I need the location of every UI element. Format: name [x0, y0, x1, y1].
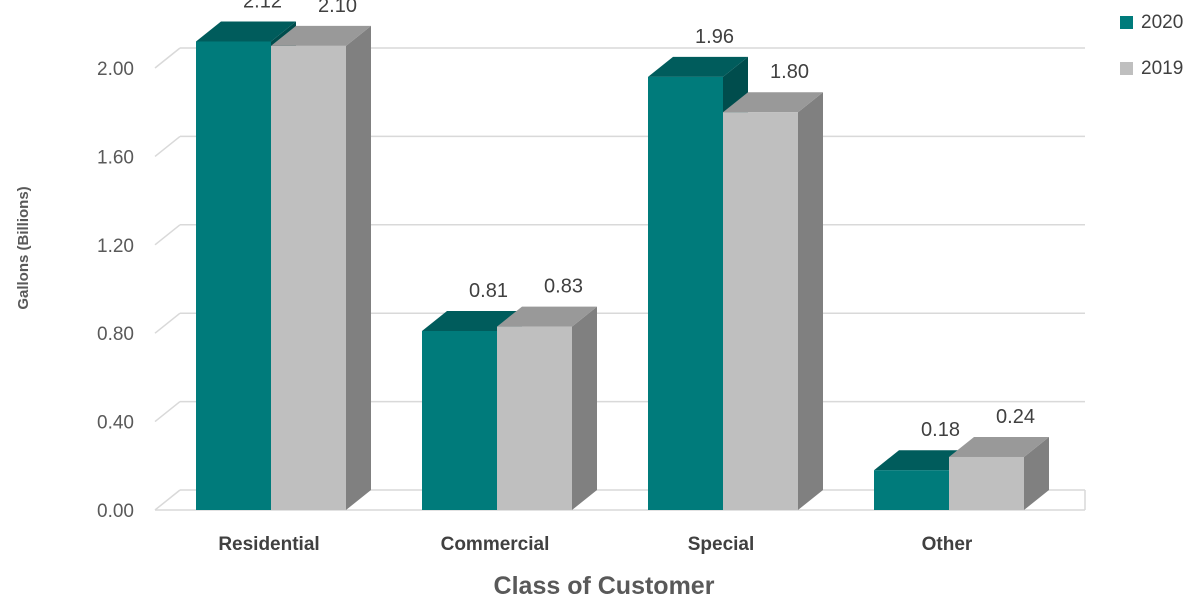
- data-label: 0.24: [996, 406, 1035, 428]
- gridline-depth: [154, 312, 181, 334]
- bar-top: [422, 310, 522, 331]
- bar-front: [648, 76, 723, 510]
- bar-front: [723, 112, 798, 510]
- bar-top: [949, 436, 1049, 457]
- y-axis-title: Gallons (Billions): [15, 186, 32, 309]
- gridline-depth: [154, 489, 181, 511]
- bar-top: [723, 92, 823, 113]
- legend-item: 2019: [1120, 58, 1183, 79]
- x-axis-categories: Residential Commercial Special Other: [218, 534, 973, 555]
- bar-top: [497, 306, 597, 327]
- bar: [723, 92, 823, 510]
- gridline-depth: [154, 401, 181, 423]
- data-label: 1.80: [770, 61, 809, 83]
- bar-side: [1024, 436, 1049, 510]
- legend-swatch: [1120, 62, 1133, 75]
- data-label: 0.83: [544, 276, 583, 298]
- data-label: 2.10: [318, 0, 357, 17]
- data-label: 0.18: [921, 419, 960, 441]
- bar-top: [196, 21, 296, 42]
- bar: [949, 436, 1049, 510]
- legend-swatch: [1120, 16, 1133, 29]
- y-tick-label: 0.00: [97, 501, 134, 522]
- category-label: Other: [922, 534, 973, 555]
- category-label: Special: [688, 534, 755, 555]
- y-tick-label: 0.40: [97, 413, 134, 434]
- data-label: 2.12: [243, 0, 282, 12]
- category-label: Residential: [218, 534, 319, 555]
- y-tick-label: 0.80: [97, 324, 134, 345]
- gridline-depth: [154, 47, 181, 69]
- category-label: Commercial: [441, 534, 550, 555]
- gridline-depth: [154, 224, 181, 246]
- x-axis-title: Class of Customer: [494, 572, 715, 600]
- bar-side: [572, 306, 597, 510]
- bar-side: [798, 92, 823, 510]
- bar-top: [648, 56, 748, 77]
- data-label: 1.96: [695, 26, 734, 48]
- bar-side: [346, 25, 371, 511]
- bar-front: [949, 456, 1024, 510]
- bar-top: [271, 25, 371, 46]
- bar-front: [196, 41, 271, 510]
- y-axis-ticks: 0.00 0.40 0.80 1.20 1.60 2.00: [97, 59, 134, 522]
- gridline-depth: [154, 135, 181, 157]
- bar-front: [497, 326, 572, 510]
- legend-label: 2019: [1141, 58, 1183, 79]
- bar-front: [271, 45, 346, 511]
- legend: 2020 2019: [1120, 12, 1183, 79]
- legend-label: 2020: [1141, 12, 1183, 33]
- bar-front: [422, 330, 497, 510]
- data-labels: 2.12 2.10 0.81 0.83 1.96 1.80 0.18 0.24: [243, 0, 1035, 441]
- bar: [271, 25, 371, 511]
- y-tick-label: 1.60: [97, 147, 134, 168]
- data-label: 0.81: [469, 280, 508, 302]
- legend-item: 2020: [1120, 12, 1183, 33]
- y-tick-label: 2.00: [97, 59, 134, 80]
- bar: [497, 306, 597, 510]
- y-tick-label: 1.20: [97, 236, 134, 257]
- bars: [196, 21, 1049, 511]
- bar-front: [874, 470, 949, 510]
